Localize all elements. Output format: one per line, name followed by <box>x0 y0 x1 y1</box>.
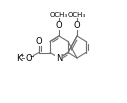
Text: K: K <box>16 54 22 63</box>
Text: O: O <box>56 21 62 30</box>
Text: −: − <box>29 53 34 58</box>
Text: O: O <box>74 21 80 30</box>
Text: O: O <box>36 37 42 46</box>
Text: O: O <box>26 54 32 63</box>
Text: N: N <box>56 54 62 63</box>
Text: OCH₃: OCH₃ <box>68 12 86 18</box>
Text: OCH₃: OCH₃ <box>50 12 68 18</box>
Text: +: + <box>19 53 24 58</box>
